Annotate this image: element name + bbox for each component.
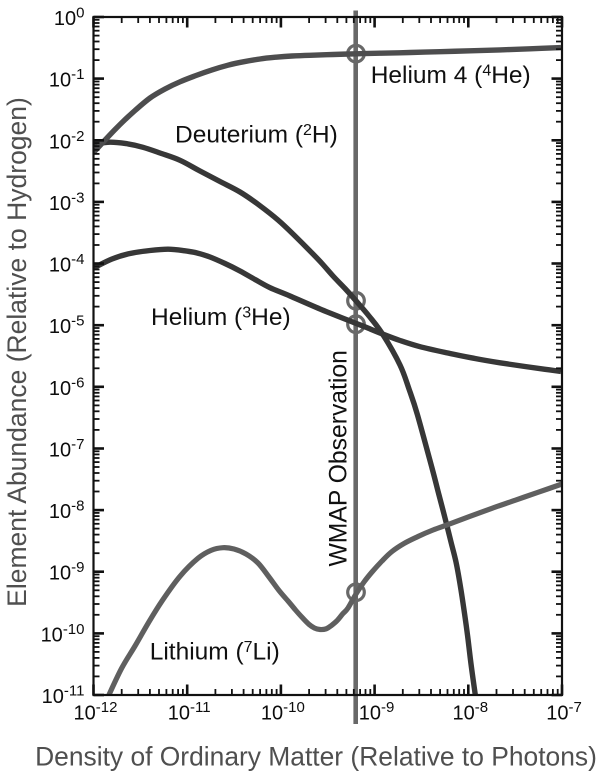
svg-text:10-9: 10-9 (49, 559, 85, 585)
svg-text:Helium 4 (4He): Helium 4 (4He) (371, 62, 531, 89)
svg-text:Lithium (7Li): Lithium (7Li) (150, 639, 280, 666)
svg-text:Helium (3He): Helium (3He) (151, 304, 291, 331)
svg-text:Density of Ordinary Matter (Re: Density of Ordinary Matter (Relative to … (35, 742, 597, 772)
svg-text:10-1: 10-1 (49, 66, 85, 92)
svg-text:10-10: 10-10 (261, 699, 305, 725)
svg-text:Deuterium (2H): Deuterium (2H) (175, 122, 338, 149)
svg-text:WMAP Observation: WMAP Observation (326, 350, 353, 566)
svg-text:Element Abundance (Relative to: Element Abundance (Relative to Hydrogen) (2, 97, 32, 607)
svg-text:10-8: 10-8 (453, 699, 489, 725)
svg-text:10-8: 10-8 (49, 498, 85, 524)
